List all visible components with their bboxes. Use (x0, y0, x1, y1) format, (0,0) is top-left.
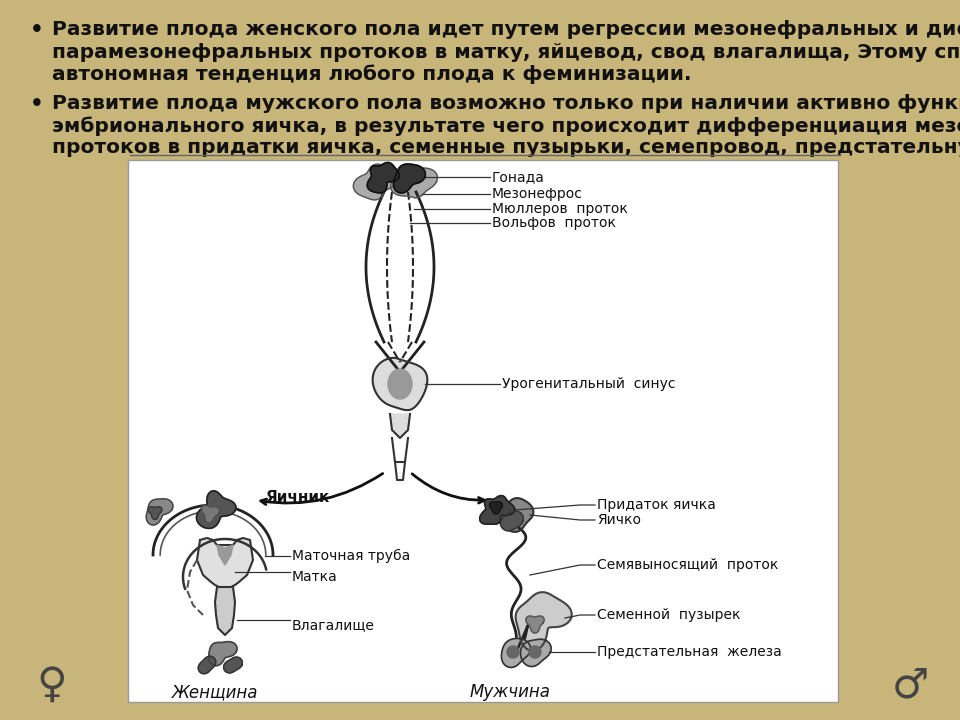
Polygon shape (353, 164, 398, 200)
Polygon shape (224, 657, 242, 673)
Text: автономная тенденция любого плода к феминизации.: автономная тенденция любого плода к феми… (52, 64, 691, 84)
Text: эмбрионального яичка, в результате чего происходит дифференциация мезонефральных: эмбрионального яичка, в результате чего … (52, 116, 960, 135)
FancyBboxPatch shape (128, 160, 838, 702)
Text: Женщина: Женщина (172, 683, 258, 701)
Polygon shape (197, 491, 236, 528)
Text: Семявыносящий  проток: Семявыносящий проток (597, 558, 779, 572)
Polygon shape (516, 592, 572, 651)
Text: протоков в придатки яичка, семенные пузырьки, семепровод, предстательную железу.: протоков в придатки яичка, семенные пузы… (52, 138, 960, 157)
Text: парамезонефральных протоков в матку, яйцевод, свод влагалища, Этому способствует: парамезонефральных протоков в матку, яйц… (52, 42, 960, 62)
Polygon shape (208, 642, 237, 666)
Polygon shape (501, 511, 523, 531)
Text: Гонада: Гонада (492, 170, 545, 184)
Text: ♀: ♀ (36, 664, 67, 706)
Polygon shape (146, 499, 173, 525)
Polygon shape (372, 358, 427, 410)
Text: Мюллеров  проток: Мюллеров проток (492, 202, 628, 216)
Text: Развитие плода женского пола идет путем регрессии мезонефральных и дифференциров: Развитие плода женского пола идет путем … (52, 20, 960, 39)
Polygon shape (498, 498, 534, 532)
Polygon shape (388, 369, 412, 399)
Polygon shape (490, 502, 502, 514)
Text: Мужчина: Мужчина (469, 683, 550, 701)
Polygon shape (501, 639, 531, 667)
Text: Яичник: Яичник (265, 490, 329, 505)
Text: Предстательная  железа: Предстательная железа (597, 645, 781, 659)
Text: Семенной  пузырек: Семенной пузырек (597, 608, 740, 622)
Polygon shape (202, 505, 220, 523)
Polygon shape (148, 507, 162, 520)
Text: ♂: ♂ (891, 664, 928, 706)
Polygon shape (390, 414, 410, 438)
Text: Маточная труба: Маточная труба (292, 549, 410, 563)
Text: Вольфов  проток: Вольфов проток (492, 216, 616, 230)
Text: Яичко: Яичко (597, 513, 641, 527)
Text: Влагалище: Влагалище (292, 618, 374, 632)
Text: Матка: Матка (292, 570, 338, 584)
Polygon shape (480, 495, 515, 524)
Polygon shape (199, 656, 216, 674)
Polygon shape (394, 164, 425, 193)
Text: Придаток яичка: Придаток яичка (597, 498, 716, 512)
Polygon shape (368, 163, 399, 193)
Polygon shape (529, 646, 541, 658)
Polygon shape (526, 616, 544, 633)
Text: •: • (30, 94, 44, 114)
Text: Урогенитальный  синус: Урогенитальный синус (502, 377, 676, 391)
Polygon shape (215, 587, 235, 635)
Polygon shape (391, 166, 438, 198)
Polygon shape (520, 639, 551, 667)
Text: Мезонефрос: Мезонефрос (492, 187, 583, 201)
Text: Развитие плода мужского пола возможно только при наличии активно функционирующег: Развитие плода мужского пола возможно то… (52, 94, 960, 113)
Polygon shape (197, 538, 253, 587)
Polygon shape (217, 545, 233, 565)
Text: •: • (30, 20, 44, 40)
Polygon shape (507, 646, 519, 658)
